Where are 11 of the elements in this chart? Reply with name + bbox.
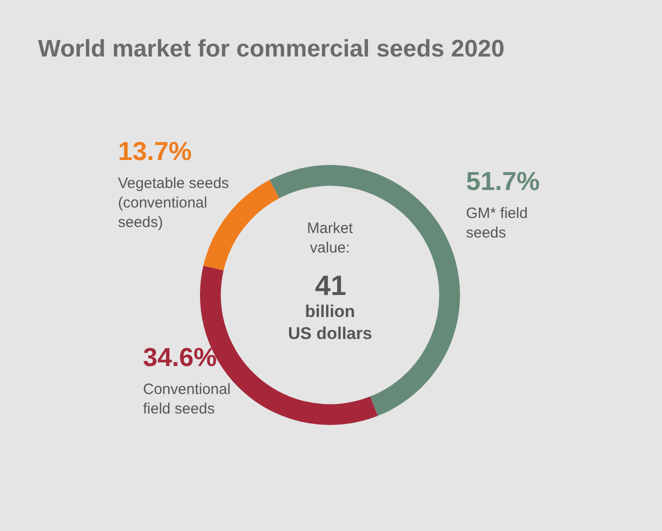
slice-label: Conventional field seeds	[143, 381, 231, 418]
data-label: 51.7%	[466, 166, 540, 196]
chart-title: World market for commercial seeds 2020	[38, 35, 504, 62]
data-label: 13.7%	[118, 136, 192, 166]
donut-slice	[270, 165, 460, 416]
slice-label: Vegetable seeds (conventional seeds)	[118, 175, 229, 231]
data-label: 34.6%	[143, 342, 217, 372]
text: Market value:	[307, 220, 354, 256]
slice-label: GM* field seeds	[466, 205, 528, 242]
text: 41	[315, 270, 346, 301]
text: billion US dollars	[288, 302, 372, 344]
